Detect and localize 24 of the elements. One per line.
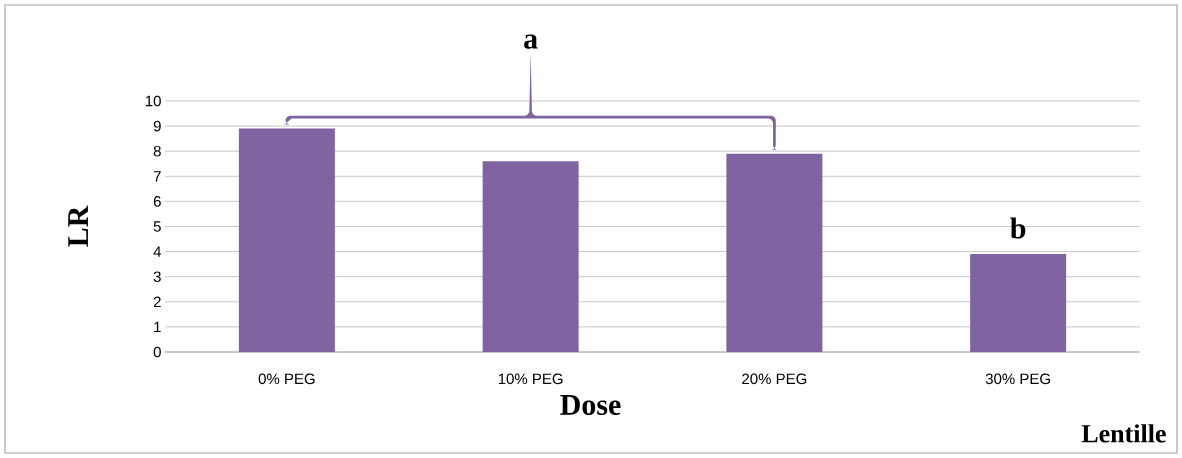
x-tick-label: 30% PEG (985, 373, 1050, 385)
bar (238, 128, 335, 352)
y-tick-label: 0 (153, 346, 161, 358)
x-tick-label: 10% PEG (498, 373, 563, 385)
y-tick-label: 7 (153, 171, 161, 182)
y-tick-label: 1 (154, 321, 161, 333)
bar (970, 254, 1067, 352)
y-tick-label: 3 (153, 271, 161, 282)
x-tick-label: 20% PEG (742, 373, 807, 385)
y-tick-label: 8 (153, 145, 161, 157)
y-tick-label: 9 (153, 120, 161, 132)
annotation: b (1010, 217, 1026, 239)
y-axis-title: LR (68, 205, 88, 247)
bar (482, 161, 579, 352)
text: a (524, 34, 538, 49)
y-tick-label: 6 (153, 196, 161, 207)
x-tick-label: 0% PEG (258, 373, 315, 385)
y-tick-label: 5 (153, 221, 161, 232)
y-tick-label: 10 (145, 95, 161, 107)
bar (726, 153, 823, 352)
y-tick-label: 2 (153, 296, 161, 308)
x-axis-title: Dose (560, 395, 621, 415)
y-tick-label: 4 (153, 246, 162, 257)
text: Lentille (1081, 424, 1166, 443)
